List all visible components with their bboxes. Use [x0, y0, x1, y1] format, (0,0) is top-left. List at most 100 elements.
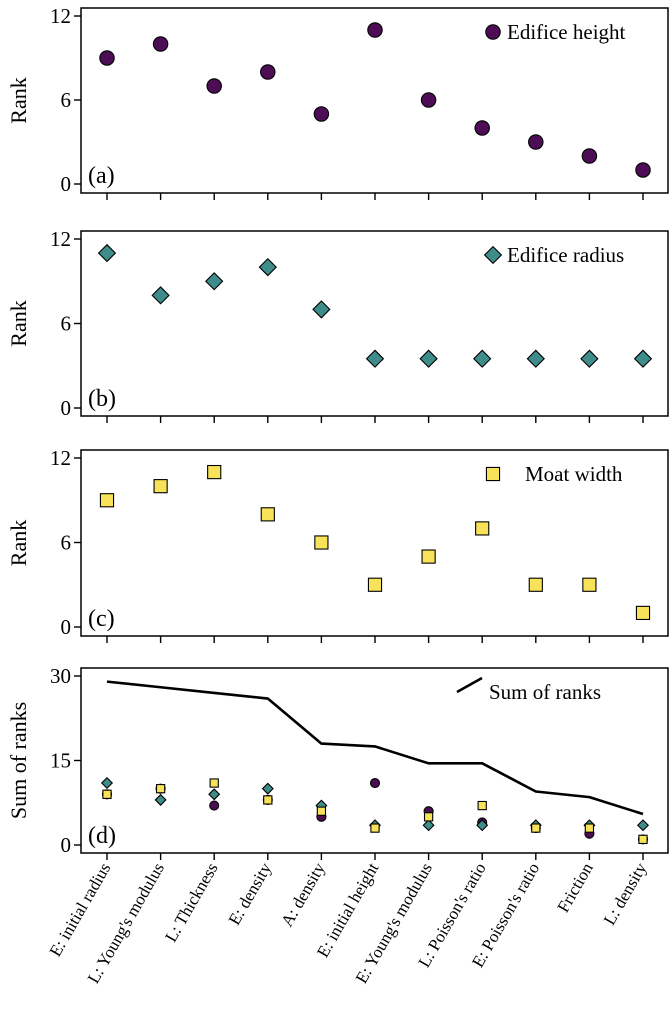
data-point [152, 36, 169, 52]
panel-a: 0 6 12 Rank (a) Edifice height [6, 4, 669, 200]
data-point [420, 92, 437, 108]
data-point [205, 272, 224, 291]
series-edifice-height [99, 22, 651, 178]
y-tick-label: 12 [50, 227, 71, 251]
data-point [369, 777, 381, 789]
data-point [313, 106, 330, 122]
data-point [154, 793, 167, 806]
data-point [581, 148, 598, 164]
legend-marker [485, 24, 501, 40]
legend-label: Moat width [525, 462, 623, 486]
data-point [155, 784, 166, 794]
data-point [528, 134, 544, 150]
data-point [476, 819, 489, 832]
series-markers-circle [101, 777, 649, 845]
data-point [526, 349, 545, 368]
data-point [209, 778, 219, 788]
data-point [314, 535, 329, 550]
x-category-label: E: density [225, 859, 276, 928]
panel-label: (a) [88, 163, 115, 189]
x-category-label: L: Thickness [161, 860, 221, 946]
x-category-label: Friction [553, 859, 597, 916]
panel-b: 0 6 12 Rank (b) Edifice radius [6, 227, 669, 423]
data-point [312, 300, 331, 319]
data-point [99, 50, 115, 66]
data-point [477, 800, 487, 811]
data-point [151, 286, 170, 305]
data-point [260, 507, 275, 522]
y-axis-title: Sum of ranks [6, 702, 31, 819]
data-point [474, 120, 490, 136]
legend-label: Edifice radius [507, 243, 624, 267]
data-point [422, 819, 435, 832]
panel-label: (b) [88, 386, 116, 412]
data-point [153, 479, 168, 494]
panel-d: 0 15 30 Sum of ranks (d) Sum of ranks [6, 664, 669, 860]
data-point [206, 78, 222, 94]
panel-c: 0 6 12 Rank (c) Moat width [6, 446, 669, 643]
data-point [258, 257, 277, 277]
legend-marker [483, 245, 503, 265]
legend: Edifice height [485, 20, 626, 44]
data-point [473, 349, 492, 368]
series-markers-square [102, 778, 648, 845]
legend-line [456, 676, 483, 694]
data-point [367, 22, 383, 38]
x-category-label: L: density [600, 859, 651, 928]
y-axis-title: Rank [6, 300, 31, 346]
legend: Sum of ranks [456, 676, 601, 704]
legend-marker [485, 466, 501, 482]
data-point [419, 349, 438, 368]
data-point [261, 782, 274, 795]
data-point [263, 795, 273, 805]
legend: Edifice radius [483, 243, 624, 267]
panel-label: (d) [88, 823, 116, 849]
y-tick-label: 30 [50, 664, 71, 688]
data-point [635, 162, 651, 178]
data-point [260, 64, 276, 80]
data-point [316, 806, 327, 816]
data-point [638, 834, 648, 845]
data-point [99, 493, 115, 508]
data-point [97, 243, 117, 263]
y-tick-label: 12 [50, 4, 71, 28]
y-tick-label: 0 [61, 396, 72, 420]
y-tick-label: 0 [61, 172, 72, 196]
sum-line [106, 680, 644, 816]
legend-label: Sum of ranks [489, 680, 601, 704]
data-point [370, 823, 380, 833]
data-point [423, 812, 434, 822]
y-tick-label: 6 [61, 88, 72, 112]
series-edifice-radius [97, 243, 653, 368]
y-tick-label: 0 [61, 615, 72, 639]
data-point [531, 823, 541, 833]
data-point [475, 521, 490, 536]
data-point [635, 605, 651, 621]
y-tick-label: 0 [61, 833, 72, 857]
data-point [580, 349, 599, 368]
legend: Moat width [485, 462, 623, 486]
legend-label: Edifice height [507, 20, 626, 44]
data-point [582, 577, 597, 592]
data-point [365, 349, 385, 368]
y-axis-title: Rank [6, 77, 31, 123]
data-point [100, 777, 114, 790]
series-sum-of-ranks [106, 680, 644, 816]
data-point [636, 819, 650, 832]
y-tick-label: 12 [50, 446, 71, 470]
y-tick-label: 15 [50, 749, 71, 773]
data-point [633, 349, 653, 368]
y-axis-title: Rank [6, 520, 31, 566]
data-point [209, 800, 220, 811]
data-point [528, 577, 543, 592]
y-tick-label: 6 [61, 531, 72, 555]
data-point [208, 788, 221, 801]
data-point [584, 823, 595, 833]
series-moat-width [99, 464, 651, 621]
x-category-label: A: density [277, 859, 329, 930]
panel-label: (c) [88, 606, 115, 632]
data-point [102, 789, 112, 799]
y-tick-label: 6 [61, 312, 72, 336]
